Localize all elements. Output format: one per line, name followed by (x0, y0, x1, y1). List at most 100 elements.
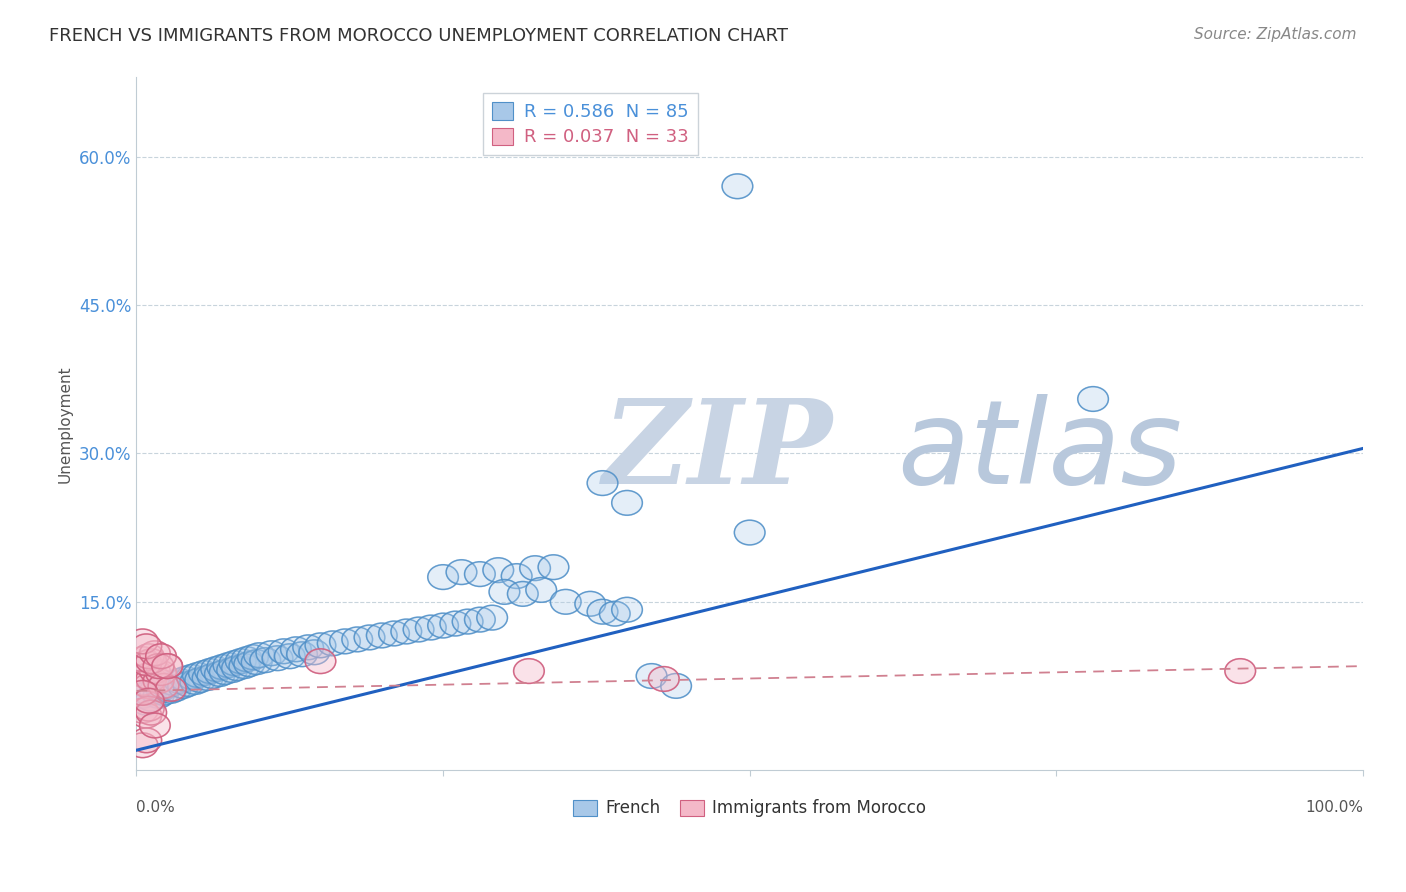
Ellipse shape (354, 625, 385, 649)
Ellipse shape (477, 606, 508, 630)
Ellipse shape (148, 673, 179, 698)
Ellipse shape (156, 679, 186, 703)
Ellipse shape (143, 683, 174, 708)
Ellipse shape (440, 611, 471, 636)
Ellipse shape (599, 601, 630, 626)
Ellipse shape (367, 624, 396, 648)
Ellipse shape (128, 683, 157, 708)
Ellipse shape (269, 639, 299, 664)
Ellipse shape (427, 613, 458, 638)
Ellipse shape (427, 565, 458, 590)
Legend: French, Immigrants from Morocco: French, Immigrants from Morocco (567, 793, 932, 824)
Ellipse shape (550, 590, 581, 615)
Ellipse shape (232, 647, 262, 672)
Text: 0.0%: 0.0% (136, 800, 176, 814)
Ellipse shape (134, 681, 165, 706)
Ellipse shape (575, 591, 606, 616)
Ellipse shape (180, 670, 211, 694)
Ellipse shape (143, 654, 174, 679)
Text: 100.0%: 100.0% (1305, 800, 1362, 814)
Ellipse shape (193, 665, 224, 690)
Ellipse shape (453, 609, 482, 634)
Ellipse shape (131, 664, 162, 689)
Ellipse shape (305, 633, 336, 657)
Ellipse shape (378, 621, 409, 646)
Text: FRENCH VS IMMIGRANTS FROM MOROCCO UNEMPLOYMENT CORRELATION CHART: FRENCH VS IMMIGRANTS FROM MOROCCO UNEMPL… (49, 27, 789, 45)
Ellipse shape (207, 655, 238, 680)
Ellipse shape (219, 651, 250, 675)
Ellipse shape (233, 652, 264, 676)
Ellipse shape (152, 673, 183, 698)
Ellipse shape (183, 663, 214, 688)
Ellipse shape (128, 681, 157, 706)
Ellipse shape (502, 564, 531, 589)
Ellipse shape (128, 733, 157, 757)
Ellipse shape (305, 648, 336, 673)
Ellipse shape (243, 643, 274, 667)
Ellipse shape (1225, 658, 1256, 683)
Ellipse shape (204, 662, 235, 687)
Ellipse shape (520, 556, 550, 581)
Ellipse shape (128, 671, 157, 695)
Ellipse shape (128, 698, 157, 723)
Ellipse shape (156, 676, 186, 701)
Ellipse shape (588, 471, 617, 495)
Ellipse shape (446, 560, 477, 584)
Y-axis label: Unemployment: Unemployment (58, 365, 72, 483)
Ellipse shape (143, 669, 174, 693)
Ellipse shape (250, 648, 281, 673)
Ellipse shape (131, 703, 162, 728)
Ellipse shape (318, 631, 349, 656)
Ellipse shape (176, 665, 207, 690)
Ellipse shape (222, 656, 253, 681)
Ellipse shape (134, 673, 165, 698)
Ellipse shape (637, 664, 666, 689)
Ellipse shape (152, 654, 183, 679)
Ellipse shape (136, 687, 166, 711)
Ellipse shape (131, 728, 162, 753)
Ellipse shape (513, 658, 544, 683)
Ellipse shape (134, 689, 165, 713)
Ellipse shape (526, 577, 557, 602)
Ellipse shape (256, 640, 287, 665)
Text: Source: ZipAtlas.com: Source: ZipAtlas.com (1194, 27, 1357, 42)
Ellipse shape (139, 679, 170, 703)
Ellipse shape (238, 645, 269, 670)
Ellipse shape (136, 700, 166, 725)
Ellipse shape (287, 642, 318, 666)
Ellipse shape (723, 174, 752, 199)
Ellipse shape (648, 666, 679, 691)
Ellipse shape (136, 648, 166, 673)
Ellipse shape (152, 654, 183, 679)
Ellipse shape (160, 676, 191, 701)
Ellipse shape (1078, 386, 1108, 411)
Ellipse shape (274, 644, 305, 669)
Ellipse shape (146, 644, 176, 669)
Ellipse shape (139, 640, 170, 665)
Ellipse shape (170, 666, 201, 691)
Ellipse shape (588, 599, 617, 624)
Ellipse shape (139, 713, 170, 738)
Ellipse shape (209, 660, 240, 684)
Ellipse shape (195, 658, 225, 683)
Ellipse shape (167, 673, 198, 698)
Ellipse shape (508, 582, 538, 607)
Ellipse shape (404, 617, 434, 642)
Ellipse shape (299, 640, 329, 665)
Ellipse shape (146, 676, 176, 701)
Ellipse shape (329, 629, 360, 654)
Ellipse shape (292, 635, 323, 660)
Ellipse shape (128, 629, 157, 654)
Ellipse shape (225, 648, 256, 673)
Ellipse shape (214, 653, 243, 678)
Ellipse shape (128, 647, 157, 672)
Ellipse shape (489, 580, 520, 604)
Ellipse shape (342, 627, 373, 652)
Ellipse shape (281, 637, 311, 662)
Ellipse shape (186, 667, 215, 692)
Text: atlas: atlas (897, 394, 1182, 508)
Ellipse shape (201, 657, 232, 681)
Ellipse shape (197, 664, 228, 689)
Ellipse shape (229, 654, 260, 679)
Ellipse shape (131, 634, 162, 658)
